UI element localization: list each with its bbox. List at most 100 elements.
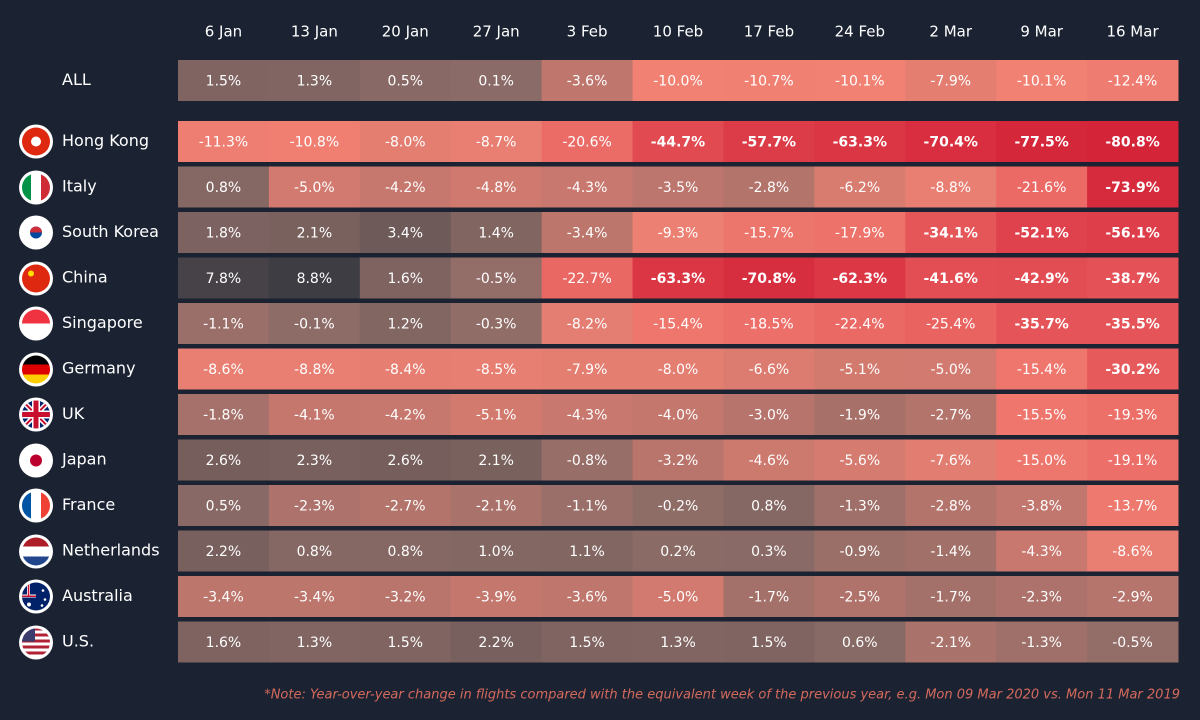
heat-cell — [632, 257, 724, 299]
heat-cell — [723, 530, 815, 572]
cell-label: -56.1% — [1105, 226, 1159, 242]
heat-cell — [905, 439, 997, 481]
heat-cell — [359, 212, 452, 253]
heat-cell — [632, 121, 724, 162]
heat-cell — [178, 485, 270, 526]
cell-label: -35.5% — [1105, 317, 1159, 333]
row-label: Hong Kong — [62, 131, 149, 150]
heat-cell — [814, 166, 906, 208]
cell-label: -3.4% — [294, 590, 335, 606]
heat-cell — [814, 303, 906, 344]
flag — [19, 170, 53, 205]
cell-label: -8.5% — [476, 362, 517, 378]
heat-cell — [1087, 621, 1179, 663]
flag — [19, 625, 53, 660]
cell-label: -4.6% — [749, 453, 790, 469]
heat-cell — [268, 257, 361, 299]
cell-label: -21.6% — [1017, 180, 1067, 196]
heat-cell — [632, 439, 724, 481]
heat-cell — [178, 212, 270, 253]
cell-label: -4.0% — [658, 408, 699, 424]
heat-cell — [268, 121, 361, 162]
cell-label: -8.0% — [385, 135, 426, 151]
heat-cell — [359, 530, 452, 572]
column-header: 6 Jan — [205, 23, 242, 41]
heat-cell — [541, 530, 634, 572]
column-header: 3 Feb — [567, 23, 608, 41]
row-label: Japan — [61, 450, 107, 469]
cell-label: -13.7% — [1108, 499, 1158, 515]
heat-cell — [450, 621, 543, 663]
heat-cell — [541, 621, 634, 663]
cell-label: -1.1% — [567, 499, 608, 515]
heat-cell — [178, 60, 270, 101]
cell-label: -4.3% — [1021, 544, 1062, 560]
cell-label: 1.5% — [569, 635, 605, 651]
cell-label: -52.1% — [1014, 226, 1068, 242]
cell-label: 1.3% — [297, 635, 333, 651]
heat-cell — [359, 166, 452, 208]
row-label: Australia — [62, 586, 133, 605]
heat-cell — [359, 303, 452, 344]
cell-label: -1.1% — [203, 317, 244, 333]
cell-label: -3.6% — [567, 590, 608, 606]
heat-cell — [632, 348, 724, 390]
heat-cell — [723, 348, 815, 390]
cell-label: -7.6% — [930, 453, 971, 469]
heat-cell — [541, 257, 634, 299]
heat-cell — [450, 257, 543, 299]
heat-cell — [178, 576, 270, 617]
heat-cell — [996, 303, 1088, 344]
heat-cell — [450, 166, 543, 208]
heat-cell — [541, 212, 634, 253]
heat-cell — [268, 621, 361, 663]
cell-label: 0.5% — [206, 499, 242, 515]
cell-label: -22.4% — [835, 317, 885, 333]
flag — [19, 443, 53, 478]
row-label: China — [62, 268, 108, 287]
cell-label: -63.3% — [651, 271, 705, 287]
cell-label: -1.3% — [840, 499, 881, 515]
cell-label: -8.6% — [203, 362, 244, 378]
heat-cell — [723, 576, 815, 617]
cell-label: -5.6% — [840, 453, 881, 469]
cell-label: 2.2% — [206, 544, 242, 560]
heat-cell — [359, 439, 452, 481]
heat-cell — [359, 257, 452, 299]
heat-cell — [905, 212, 997, 253]
cell-label: -2.3% — [1021, 590, 1062, 606]
heat-cell — [268, 60, 361, 101]
cell-label: -1.7% — [749, 590, 790, 606]
cell-label: -1.3% — [1021, 635, 1062, 651]
cell-label: 2.1% — [478, 453, 514, 469]
cell-label: -10.7% — [744, 74, 794, 90]
cell-label: 3.4% — [387, 226, 423, 242]
cell-label: -77.5% — [1014, 135, 1068, 151]
cell-label: 0.8% — [206, 180, 242, 196]
heat-cell — [541, 439, 634, 481]
cell-label: -19.3% — [1108, 408, 1158, 424]
cell-label: 2.6% — [387, 453, 423, 469]
heat-cell — [814, 621, 906, 663]
heat-cell — [996, 439, 1088, 481]
cell-label: -41.6% — [924, 271, 978, 287]
flag — [19, 124, 53, 159]
cell-label: 1.3% — [297, 74, 333, 90]
heat-cell — [1087, 121, 1179, 162]
heat-cell — [1087, 530, 1179, 572]
cell-label: -1.7% — [930, 590, 971, 606]
heat-cell — [996, 621, 1088, 663]
heat-cell — [541, 60, 634, 101]
heat-cell — [814, 60, 906, 101]
heat-cell — [1087, 348, 1179, 390]
cell-label: 0.3% — [751, 544, 787, 560]
heat-cell — [814, 485, 906, 526]
heat-cell — [723, 212, 815, 253]
cell-label: -0.9% — [840, 544, 881, 560]
column-header: 13 Jan — [291, 23, 338, 41]
heat-cell — [723, 257, 815, 299]
cell-label: -30.2% — [1105, 362, 1159, 378]
heat-cell — [632, 530, 724, 572]
cell-label: -3.9% — [476, 590, 517, 606]
cell-label: -22.7% — [562, 271, 612, 287]
